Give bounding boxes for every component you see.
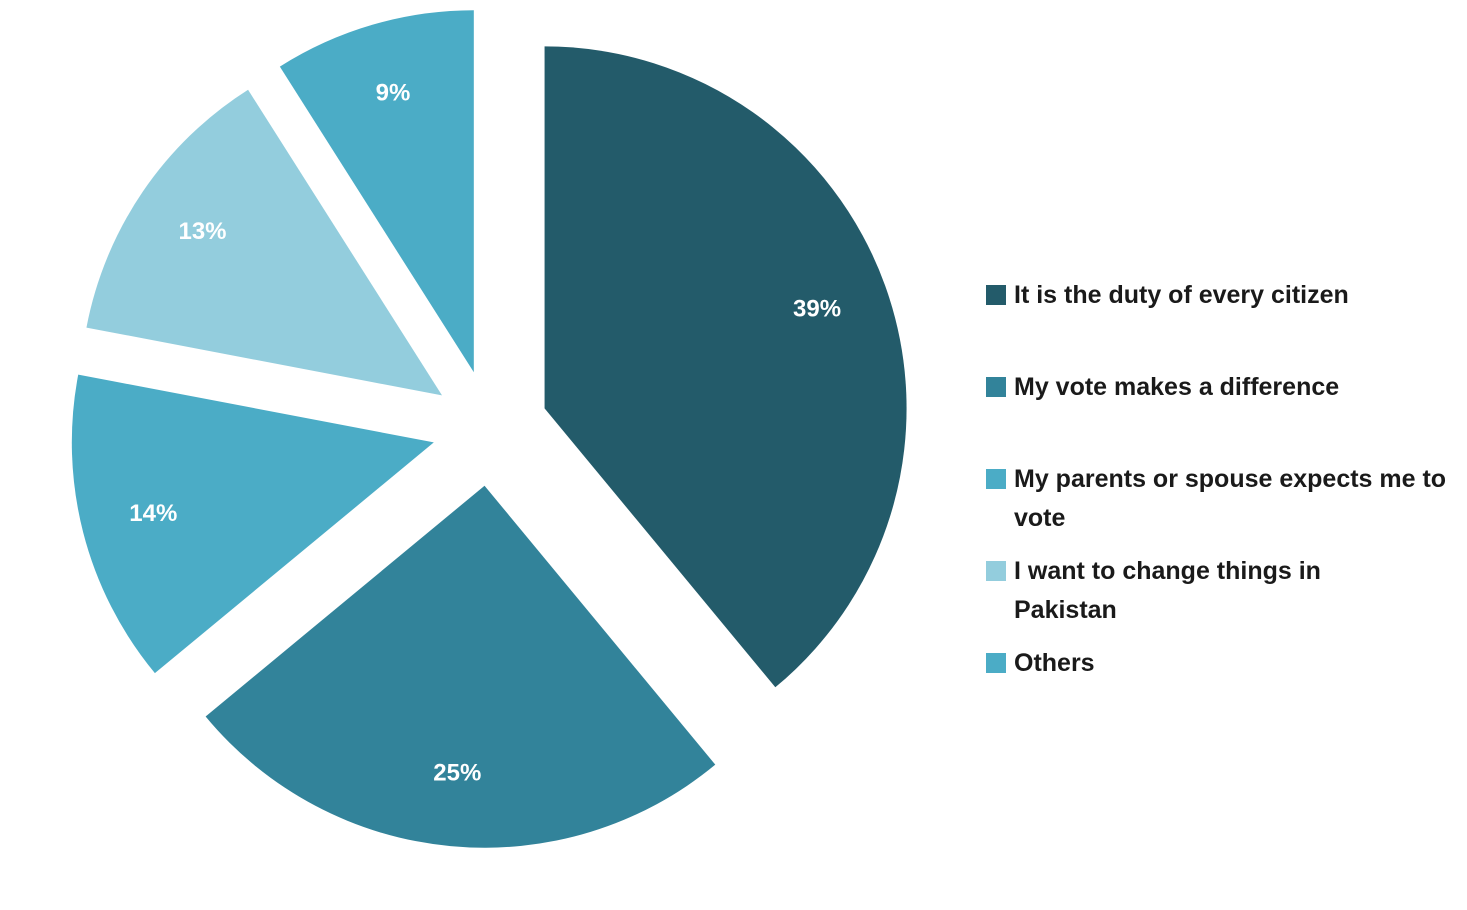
data-label-duty: 39% [793, 296, 841, 323]
legend-item-change: I want to change things in Pakistan [986, 552, 1464, 644]
legend-swatch [986, 285, 1006, 305]
pie-slice-parents [71, 374, 434, 674]
data-label-change: 13% [178, 218, 226, 245]
data-label-difference: 25% [433, 759, 481, 786]
data-label-parents: 14% [129, 500, 177, 527]
legend-item-parents: My parents or spouse expects me to vote [986, 460, 1464, 552]
legend-label: Others [1014, 649, 1095, 677]
legend-item-duty: It is the duty of every citizen [986, 276, 1464, 368]
legend-item-difference: My vote makes a difference [986, 368, 1464, 460]
pie-chart: 39% 25% 14% 13% 9% [71, 10, 907, 848]
pie-slice-duty [544, 46, 907, 688]
chart-legend: It is the duty of every citizen My vote … [986, 276, 1464, 683]
legend-label: I want to change things in Pakistan [1014, 557, 1321, 624]
legend-swatch [986, 377, 1006, 397]
pie-slice-change [86, 89, 443, 396]
legend-item-others: Others [986, 644, 1464, 683]
pie-slice-difference [205, 485, 716, 848]
legend-label: It is the duty of every citizen [1014, 281, 1349, 309]
legend-swatch [986, 653, 1006, 673]
legend-label: My vote makes a difference [1014, 373, 1340, 401]
legend-label: My parents or spouse expects me to vote [1014, 465, 1447, 532]
legend-swatch [986, 561, 1006, 581]
legend-swatch [986, 469, 1006, 489]
pie-slice-others [279, 10, 474, 373]
data-label-others: 9% [376, 80, 411, 107]
